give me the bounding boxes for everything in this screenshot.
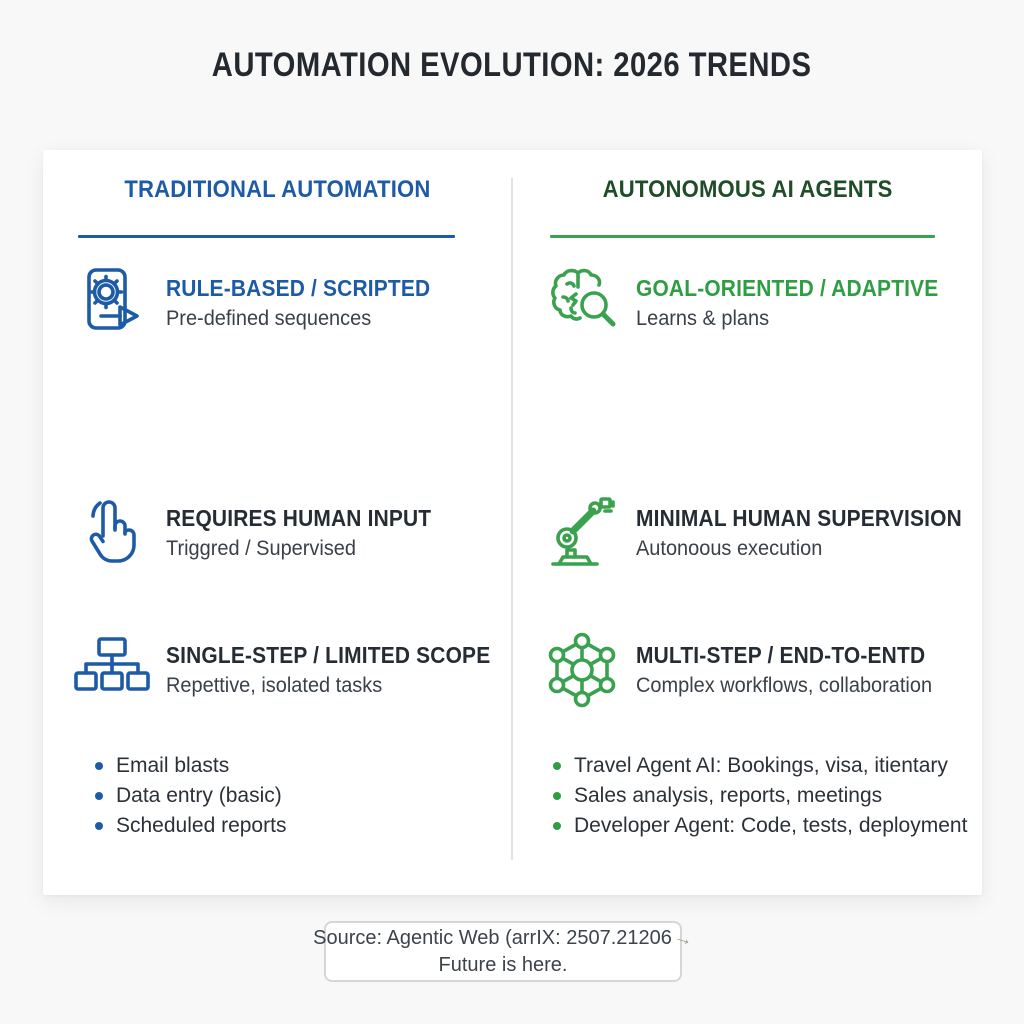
feature-heading: SINGLE-STEP / LIMITED SCOPE [166,642,491,668]
list-item: Developer Agent: Code, tests, deployment [553,811,967,841]
list-item: Email blasts [95,751,286,781]
hand-tap-icon [73,494,151,572]
feature-multi-step: MULTI-STEP / END-TO-ENTD Complex workflo… [543,629,973,711]
feature-subtext: Autonoous execution [636,537,823,560]
left-column-header: TRADITIONAL AUTOMATION [43,176,512,204]
page-title: AUTOMATION EVOLUTION: 2026 TRENDS [0,46,1024,85]
feature-subtext: Triggred / Supervised [166,537,356,560]
org-chart-icon [73,631,151,709]
feature-heading: MULTI-STEP / END-TO-ENTD [636,642,926,668]
autonomous-agents-column: AUTONOMOUS AI AGENTS GOAL-ORIENTED / ADA… [513,150,982,895]
feature-subtext: Learns & plans [636,307,770,330]
feature-single-step: SINGLE-STEP / LIMITED SCOPE Repettive, i… [73,629,503,711]
feature-heading: MINIMAL HUMAN SUPERVISION [636,505,962,531]
traditional-automation-column: TRADITIONAL AUTOMATION RULE-BASED / SCRI… [43,150,512,895]
right-header-underline [550,235,935,238]
feature-goal-oriented: GOAL-ORIENTED / ADAPTIVE Learns & plans [543,262,973,344]
source-line: Source: Agentic Web (arrIX: 2507.21206→ [313,925,696,952]
feature-heading: REQUIRES HUMAN INPUT [166,505,432,531]
tagline: Future is here. [438,954,568,976]
arrow-right-icon: → [671,925,696,952]
robot-arm-icon [543,494,621,572]
left-column-header-text: TRADITIONAL AUTOMATION [124,176,431,203]
page-title-text: AUTOMATION EVOLUTION: 2026 TRENDS [212,46,812,84]
feature-rule-based: RULE-BASED / SCRIPTED Pre-defined sequen… [73,262,503,344]
list-item: Data entry (basic) [95,781,286,811]
feature-minimal-supervision: MINIMAL HUMAN SUPERVISION Autonoous exec… [543,492,973,574]
feature-human-input: REQUIRES HUMAN INPUT Triggred / Supervis… [73,492,503,574]
feature-subtext: Complex workflows, collaboration [636,674,933,697]
column-divider [511,178,513,860]
network-nodes-icon [543,631,621,709]
agent-examples-list: Travel Agent AI: Bookings, visa, itienta… [553,751,967,841]
left-header-underline [78,235,455,238]
right-column-header-text: AUTONOMOUS AI AGENTS [602,176,893,203]
traditional-examples-list: Email blasts Data entry (basic) Schedule… [95,751,286,841]
document-gear-arrow-icon [73,264,151,342]
source-citation-chip[interactable]: Source: Agentic Web (arrIX: 2507.21206→ … [313,921,696,982]
source-text: Source: Agentic Web (arrIX: 2507.21206 [313,927,672,949]
list-item: Scheduled reports [95,811,286,841]
feature-subtext: Pre-defined sequences [166,307,372,330]
feature-heading: GOAL-ORIENTED / ADAPTIVE [636,275,939,301]
comparison-card: TRADITIONAL AUTOMATION RULE-BASED / SCRI… [43,150,982,895]
feature-heading: RULE-BASED / SCRIPTED [166,275,431,301]
brain-search-icon [543,264,621,342]
list-item: Travel Agent AI: Bookings, visa, itienta… [553,751,967,781]
right-column-header: AUTONOMOUS AI AGENTS [513,176,982,204]
list-item: Sales analysis, reports, meetings [553,781,967,811]
feature-subtext: Repettive, isolated tasks [166,674,383,697]
